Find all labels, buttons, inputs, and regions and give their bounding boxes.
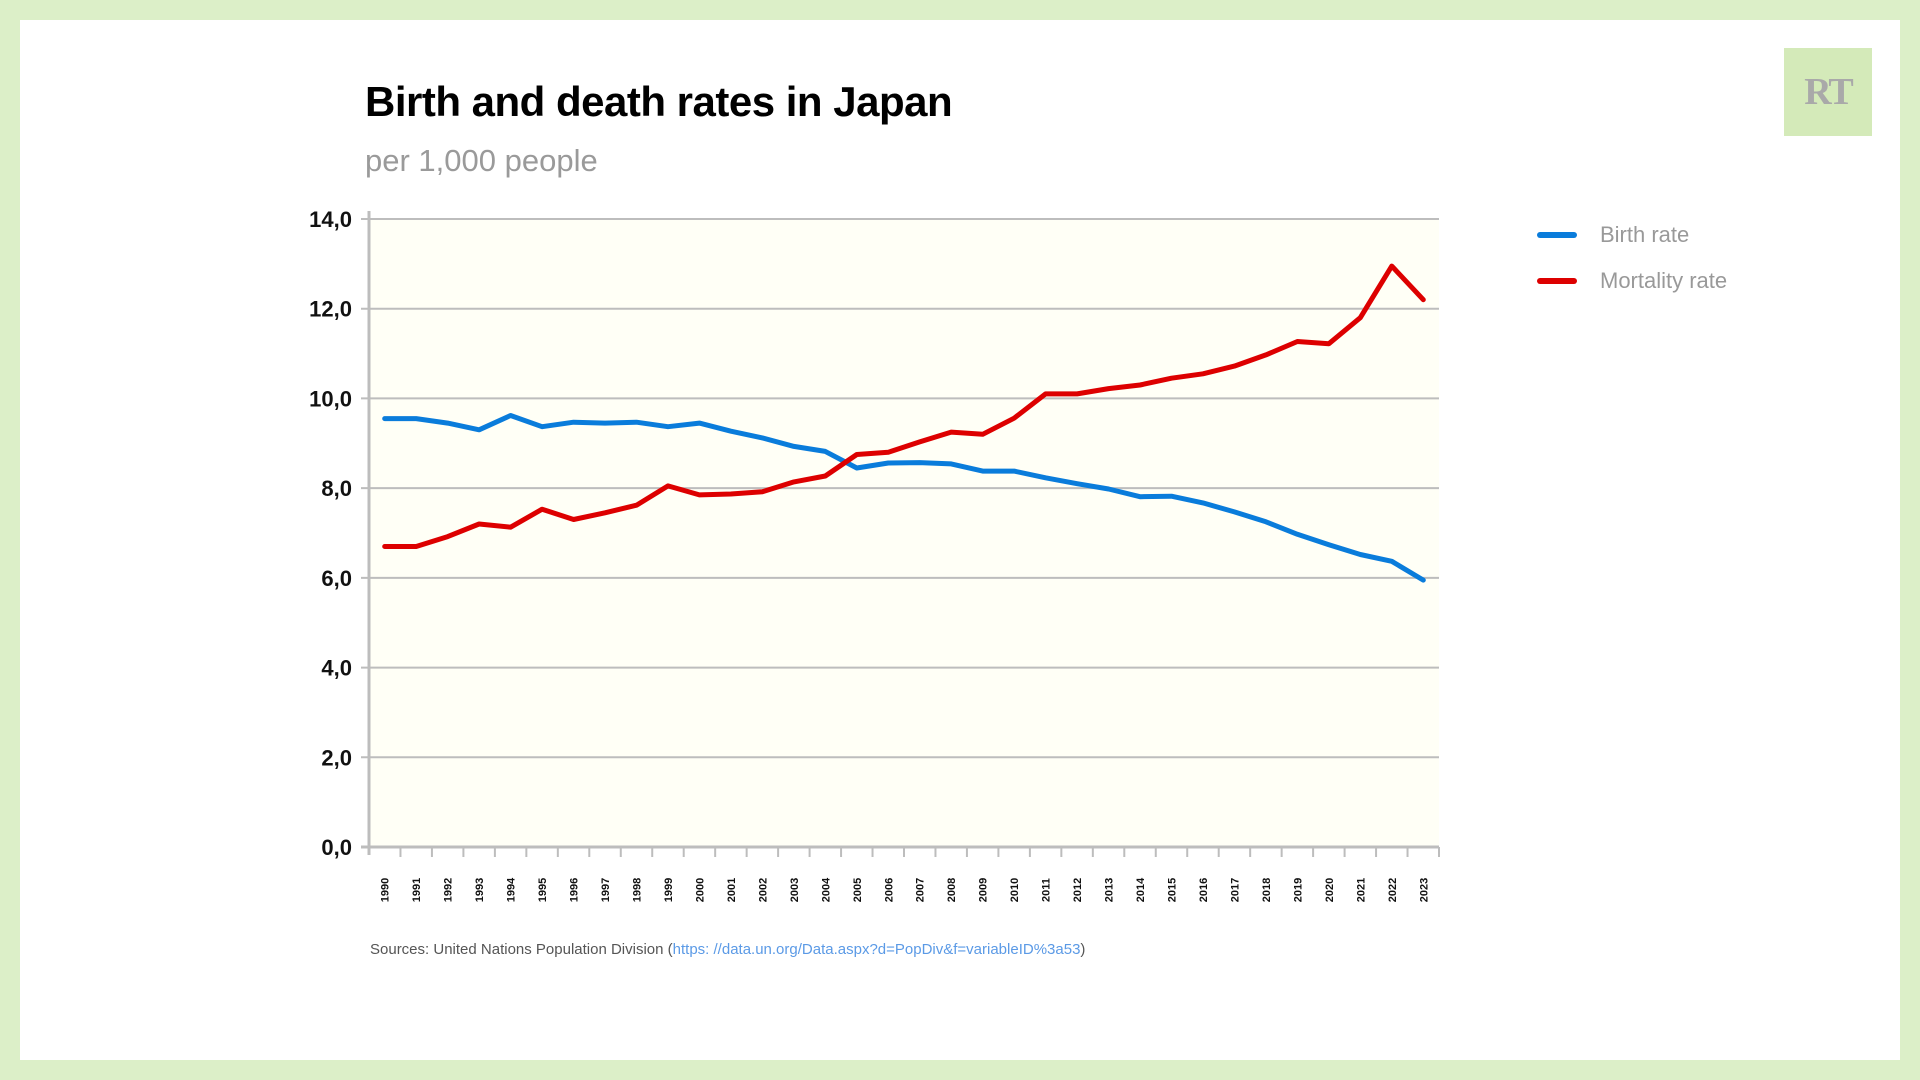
legend: Birth rate Mortality rate bbox=[1537, 212, 1727, 304]
series-lines bbox=[382, 263, 1426, 583]
source-note: Sources: United Nations Population Divis… bbox=[370, 941, 1085, 958]
legend-label-birth-rate: Birth rate bbox=[1600, 222, 1690, 247]
legend-label-mortality-rate: Mortality rate bbox=[1600, 268, 1728, 293]
x-tick-label: 2005 bbox=[852, 878, 864, 902]
x-tick-label: 2019 bbox=[1292, 878, 1304, 902]
y-tick-label: 0,0 bbox=[321, 835, 352, 860]
gridlines bbox=[361, 218, 1439, 759]
x-tick-label: 2018 bbox=[1261, 878, 1273, 902]
x-tick-label: 2017 bbox=[1229, 878, 1241, 902]
x-tick-label: 2014 bbox=[1135, 877, 1147, 902]
y-tick-label: 8,0 bbox=[321, 476, 352, 501]
x-tick-label: 2020 bbox=[1324, 878, 1336, 902]
x-tick-label: 1994 bbox=[506, 877, 518, 902]
x-tick-label: 2010 bbox=[1009, 878, 1021, 902]
rt-logo: RT bbox=[1784, 48, 1872, 136]
x-tick-label: 2009 bbox=[978, 878, 990, 902]
x-axis-labels: 1990 1991 1992 1993 1994 1995 1996 1997 1998 1999… bbox=[380, 877, 1431, 902]
plot-area bbox=[369, 219, 1439, 847]
x-tick-label: 1991 bbox=[411, 878, 423, 902]
x-tick-label: 1990 bbox=[380, 878, 392, 902]
x-tick-label: 2003 bbox=[789, 878, 801, 902]
y-tick-label: 2,0 bbox=[321, 745, 352, 770]
axes bbox=[361, 211, 1440, 857]
source-link[interactable]: https: //data.un.org/Data.aspx?d=PopDiv&… bbox=[672, 941, 1081, 958]
legend-item-birth-rate: Birth rate bbox=[1537, 212, 1727, 258]
y-tick-label: 6,0 bbox=[321, 566, 352, 591]
x-tick-label: 2006 bbox=[883, 878, 895, 902]
series-line-birth-rate bbox=[382, 413, 1426, 583]
x-tick-label: 1999 bbox=[663, 878, 675, 902]
x-tick-label: 2002 bbox=[757, 878, 769, 902]
source-suffix: ) bbox=[1080, 941, 1086, 958]
chart-title: Birth and death rates in Japan bbox=[365, 78, 953, 125]
x-tick-label: 2021 bbox=[1355, 878, 1367, 902]
x-tick-label: 2022 bbox=[1387, 878, 1399, 902]
chart-subtitle: per 1,000 people bbox=[365, 143, 598, 178]
legend-swatch-mortality-rate bbox=[1537, 278, 1577, 284]
x-tick-label: 1996 bbox=[569, 878, 581, 902]
x-tick-label: 2015 bbox=[1167, 878, 1179, 902]
legend-swatch-birth-rate bbox=[1537, 232, 1577, 238]
source-prefix: Sources: United Nations Population Divis… bbox=[370, 941, 673, 958]
x-tick-label: 2016 bbox=[1198, 878, 1210, 902]
x-tick-label: 2007 bbox=[915, 878, 927, 902]
rt-logo-text: RT bbox=[1804, 71, 1853, 113]
y-tick-label: 10,0 bbox=[309, 386, 352, 411]
x-tick-label: 2000 bbox=[694, 878, 706, 902]
x-tick-label: 1997 bbox=[600, 878, 612, 902]
x-tick-label: 2023 bbox=[1418, 878, 1430, 902]
x-tick-label: 2008 bbox=[946, 878, 958, 902]
legend-item-mortality-rate: Mortality rate bbox=[1537, 258, 1727, 304]
x-tick-label: 1998 bbox=[632, 878, 644, 902]
x-tick-label: 2011 bbox=[1041, 878, 1053, 902]
series-line-mortality-rate bbox=[382, 263, 1426, 549]
y-axis-labels: 0,0 2,0 4,0 6,0 8,0 10,0 12,0 14,0 bbox=[309, 207, 352, 860]
x-tick-label: 1992 bbox=[443, 878, 455, 902]
y-tick-label: 12,0 bbox=[309, 297, 352, 322]
x-tick-label: 2004 bbox=[820, 877, 832, 902]
x-tick-label: 2013 bbox=[1104, 878, 1116, 902]
x-tick-label: 2012 bbox=[1072, 878, 1084, 902]
x-tick-label: 2001 bbox=[726, 878, 738, 902]
y-tick-label: 4,0 bbox=[321, 656, 352, 681]
y-tick-label: 14,0 bbox=[309, 207, 352, 232]
x-tick-label: 1993 bbox=[474, 878, 486, 902]
x-tick-label: 1995 bbox=[537, 878, 549, 902]
